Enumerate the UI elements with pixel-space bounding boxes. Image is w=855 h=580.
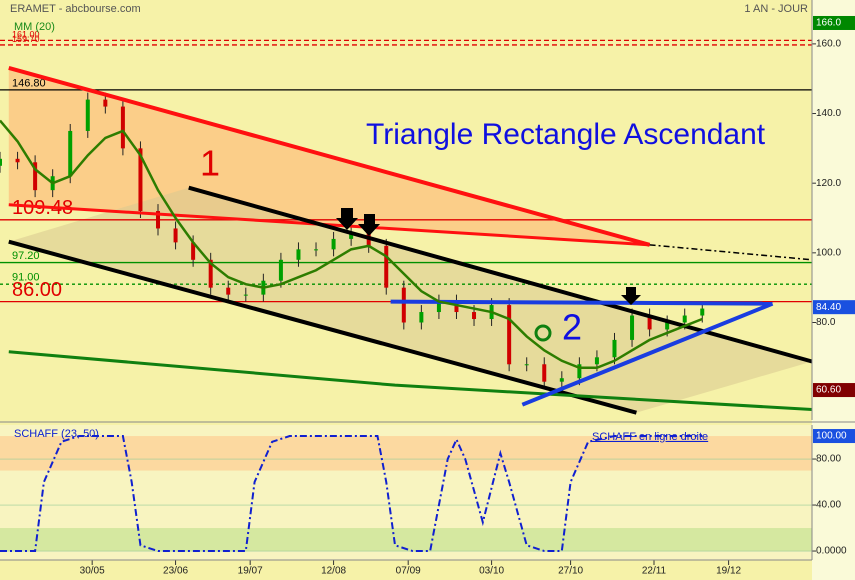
- candle-body: [472, 312, 477, 320]
- candle-body: [331, 238, 336, 250]
- candle-body: [542, 364, 547, 382]
- x-tick-label: 03/10: [479, 566, 504, 577]
- value-marker-label: 166.0: [816, 18, 841, 29]
- trendline: [390, 299, 773, 306]
- candle-body: [0, 158, 2, 166]
- trendline: [188, 185, 813, 364]
- series-line: [0, 435, 703, 553]
- y-tick-label: 40.00: [816, 500, 841, 511]
- zone: [0, 436, 812, 471]
- x-tick-label: 27/10: [558, 566, 583, 577]
- candle-body: [85, 99, 90, 131]
- candle-body: [226, 287, 231, 295]
- candle-body: [278, 259, 283, 281]
- osc-annotation: SCHAFF en ligne droite: [592, 431, 708, 443]
- candle-body: [594, 357, 599, 365]
- annotation-1: 1: [200, 143, 220, 184]
- x-tick-label: 07/09: [396, 566, 421, 577]
- candle-body: [138, 148, 143, 212]
- y-tick-label: 100.0: [816, 247, 841, 258]
- value-marker: [813, 383, 855, 398]
- candle-body: [208, 259, 213, 288]
- level-label: 146.80: [12, 77, 46, 89]
- candle-body: [173, 228, 178, 243]
- candle-body: [577, 364, 582, 379]
- annotation-title: Triangle Rectangle Ascendant: [366, 118, 766, 151]
- candle-body: [103, 99, 108, 107]
- candle-body: [612, 339, 617, 358]
- level-label: 161.00: [12, 29, 40, 39]
- level-label: 97.20: [12, 250, 40, 262]
- axis-background: [812, 0, 855, 580]
- y-tick-label: 120.0: [816, 178, 841, 189]
- x-tick-label: 19/07: [238, 566, 263, 577]
- candle-body: [191, 242, 196, 260]
- marker-circle: [534, 324, 552, 342]
- candle-body: [524, 364, 529, 366]
- candle-body: [665, 322, 670, 330]
- y-tick-label: 160.0: [816, 39, 841, 50]
- zone: [0, 528, 812, 552]
- x-tick-label: 30/05: [80, 566, 105, 577]
- candle-body: [33, 162, 38, 191]
- candle-body: [682, 315, 687, 323]
- trendline: [8, 350, 813, 412]
- candle-body: [384, 245, 389, 288]
- value-marker-label: 84.40: [816, 302, 841, 313]
- trendline: [8, 65, 651, 247]
- arrow: [336, 208, 358, 230]
- level-label: 86.00: [12, 279, 62, 301]
- candle-body: [419, 312, 424, 323]
- candle-body: [401, 287, 406, 323]
- value-marker: [813, 429, 855, 444]
- level-label: 91.00: [12, 272, 40, 284]
- legend: MM (20): [14, 21, 55, 33]
- candle-body: [296, 249, 301, 260]
- arrow: [358, 214, 380, 236]
- x-tick-label: 22/11: [642, 566, 667, 577]
- trendline: [649, 244, 813, 261]
- osc-legend: SCHAFF (23, 50): [14, 428, 99, 440]
- candle-body: [15, 158, 20, 163]
- candle-body: [630, 315, 635, 340]
- candle-body: [68, 130, 73, 177]
- value-marker: [813, 15, 855, 30]
- x-tick-label: 12/08: [321, 566, 346, 577]
- x-tick-label: 23/06: [163, 566, 188, 577]
- value-marker: [813, 300, 855, 315]
- candle-body: [156, 211, 161, 229]
- header-right: 1 AN - JOUR: [744, 3, 808, 15]
- candle-body: [647, 315, 652, 330]
- candle-body: [559, 378, 564, 382]
- candle-body: [436, 301, 441, 313]
- value-marker-label: 100.00: [816, 431, 847, 442]
- annotation-2: 2: [562, 307, 582, 348]
- candle-body: [120, 106, 125, 149]
- series-line: [0, 119, 703, 370]
- candle-body: [349, 231, 354, 239]
- candle-body: [314, 249, 319, 251]
- candle-body: [700, 308, 705, 316]
- arrow: [621, 287, 641, 305]
- trendline: [8, 239, 637, 415]
- candle-body: [454, 301, 459, 313]
- x-tick-label: 19/12: [716, 566, 741, 577]
- candle-body: [507, 305, 512, 365]
- header-left: ERAMET - abcbourse.com: [10, 3, 141, 15]
- candle-body: [243, 294, 248, 296]
- y-tick-label: 80.00: [816, 454, 841, 465]
- trendline: [521, 301, 774, 407]
- level-label: 159.70: [12, 34, 40, 44]
- value-marker-label: 60.60: [816, 385, 841, 396]
- y-tick-label: 80.0: [816, 317, 836, 328]
- y-tick-label: 0.0000: [816, 546, 847, 557]
- y-tick-label: 140.0: [816, 108, 841, 119]
